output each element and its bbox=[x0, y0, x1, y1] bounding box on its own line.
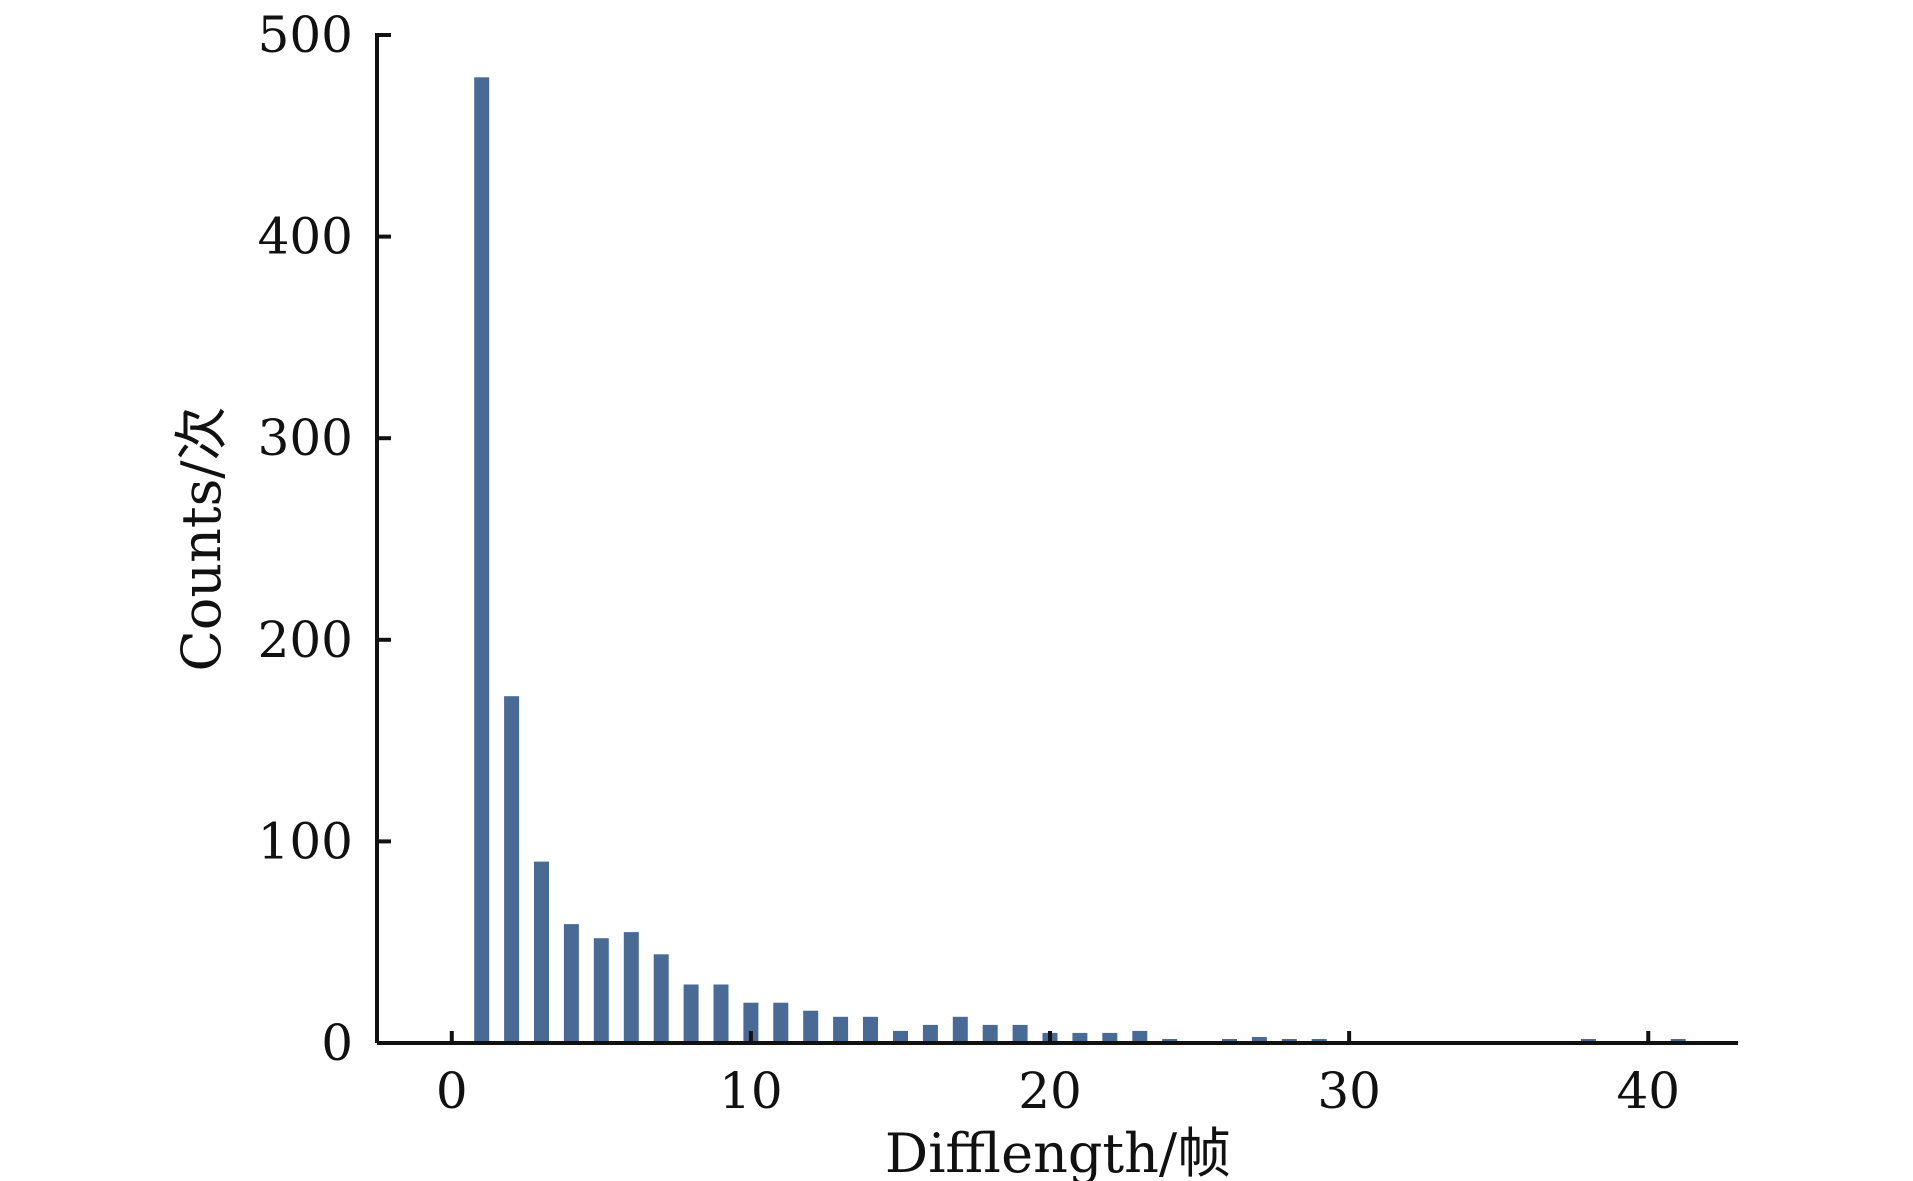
x-tick-label-0: 0 bbox=[436, 1062, 468, 1120]
bar-5 bbox=[593, 938, 609, 1043]
bar-1 bbox=[474, 77, 490, 1044]
bar-4 bbox=[563, 924, 579, 1043]
y-axis: 0 100 200 300 400 500 bbox=[258, 6, 391, 1072]
bar-9 bbox=[713, 984, 729, 1043]
bar-11 bbox=[773, 1002, 789, 1043]
x-tick-label-30: 30 bbox=[1317, 1062, 1381, 1120]
y-tick-label-300: 300 bbox=[258, 409, 353, 467]
x-axis-title: Difflength/帧 bbox=[885, 1122, 1231, 1181]
bar-15 bbox=[893, 1030, 908, 1043]
bar-21 bbox=[1072, 1032, 1088, 1043]
bar-18 bbox=[982, 1024, 998, 1043]
y-tick-label-500: 500 bbox=[258, 6, 353, 64]
bar-17 bbox=[952, 1016, 968, 1043]
bar-10 bbox=[743, 1002, 759, 1043]
bar-12 bbox=[803, 1010, 819, 1043]
x-axis: 0 10 20 30 40 bbox=[377, 1031, 1738, 1120]
y-tick-label-200: 200 bbox=[258, 611, 353, 669]
bar-3 bbox=[534, 861, 549, 1043]
y-tick-label-0: 0 bbox=[321, 1014, 353, 1072]
bar-13 bbox=[833, 1016, 849, 1043]
bar-22 bbox=[1102, 1032, 1118, 1043]
x-tick-label-40: 40 bbox=[1616, 1062, 1680, 1120]
bar-16 bbox=[922, 1024, 938, 1043]
x-tick-label-20: 20 bbox=[1018, 1062, 1082, 1120]
bar-2 bbox=[504, 696, 520, 1043]
x-tick-label-10: 10 bbox=[719, 1062, 783, 1120]
y-tick-label-400: 400 bbox=[258, 208, 353, 266]
bar-23 bbox=[1132, 1030, 1148, 1043]
bar-14 bbox=[863, 1016, 878, 1043]
y-axis-title: Counts/次 bbox=[170, 407, 233, 672]
bar-19 bbox=[1012, 1024, 1028, 1043]
bars-group bbox=[474, 77, 1686, 1044]
y-tick-label-100: 100 bbox=[258, 812, 353, 870]
bar-27 bbox=[1251, 1037, 1267, 1043]
bar-7 bbox=[653, 954, 669, 1043]
bar-6 bbox=[623, 932, 639, 1043]
bar-8 bbox=[683, 984, 699, 1043]
